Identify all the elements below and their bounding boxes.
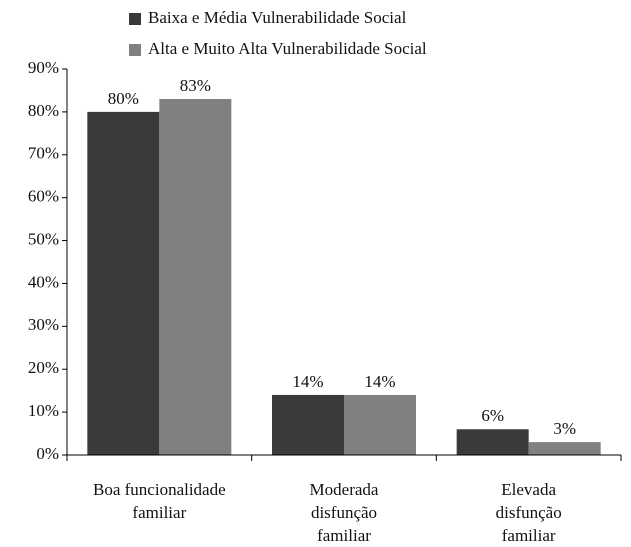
y-tick-label: 90% xyxy=(28,58,59,77)
y-tick-label: 50% xyxy=(28,229,59,248)
y-tick-label: 80% xyxy=(28,101,59,120)
bar xyxy=(159,99,232,456)
data-label: 14% xyxy=(364,372,395,391)
data-label: 83% xyxy=(180,76,211,95)
y-tick-label: 60% xyxy=(28,187,59,206)
y-tick-label: 10% xyxy=(28,401,59,420)
legend-label: Alta e Muito Alta Vulnerabilidade Social xyxy=(148,39,427,58)
x-tick-label: Boa funcionalidade xyxy=(93,480,226,499)
bar xyxy=(344,394,416,455)
data-label: 3% xyxy=(553,419,576,438)
legend-swatch xyxy=(129,13,141,25)
y-tick-label: 20% xyxy=(28,358,59,377)
x-tick-label: familiar xyxy=(502,526,556,545)
legend-label: Baixa e Média Vulnerabilidade Social xyxy=(148,8,407,27)
x-tick-label: familiar xyxy=(317,526,371,545)
y-tick-label: 0% xyxy=(36,444,59,463)
x-tick-label: Moderada xyxy=(310,480,379,499)
x-tick-label: Elevada xyxy=(501,480,556,499)
bar xyxy=(456,429,529,455)
y-tick-label: 70% xyxy=(28,144,59,163)
x-tick-label: disfunção xyxy=(496,503,562,522)
y-tick-label: 40% xyxy=(28,272,59,291)
bar xyxy=(528,442,601,455)
bar xyxy=(272,394,344,455)
data-label: 14% xyxy=(292,372,323,391)
x-tick-label: disfunção xyxy=(311,503,377,522)
data-label: 6% xyxy=(481,406,504,425)
bar xyxy=(87,111,160,455)
x-tick-label: familiar xyxy=(132,503,186,522)
legend-swatch xyxy=(129,44,141,56)
y-tick-label: 30% xyxy=(28,315,59,334)
data-label: 80% xyxy=(108,89,139,108)
